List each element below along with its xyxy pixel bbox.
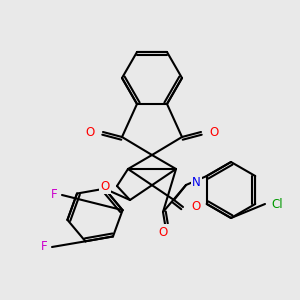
Text: O: O xyxy=(86,125,95,139)
Text: O: O xyxy=(209,125,218,139)
Text: O: O xyxy=(101,179,110,193)
Text: O: O xyxy=(158,226,168,238)
Text: N: N xyxy=(192,176,201,188)
Text: Cl: Cl xyxy=(271,197,283,211)
Text: O: O xyxy=(191,200,200,214)
Text: F: F xyxy=(40,241,47,254)
Text: F: F xyxy=(50,188,57,202)
